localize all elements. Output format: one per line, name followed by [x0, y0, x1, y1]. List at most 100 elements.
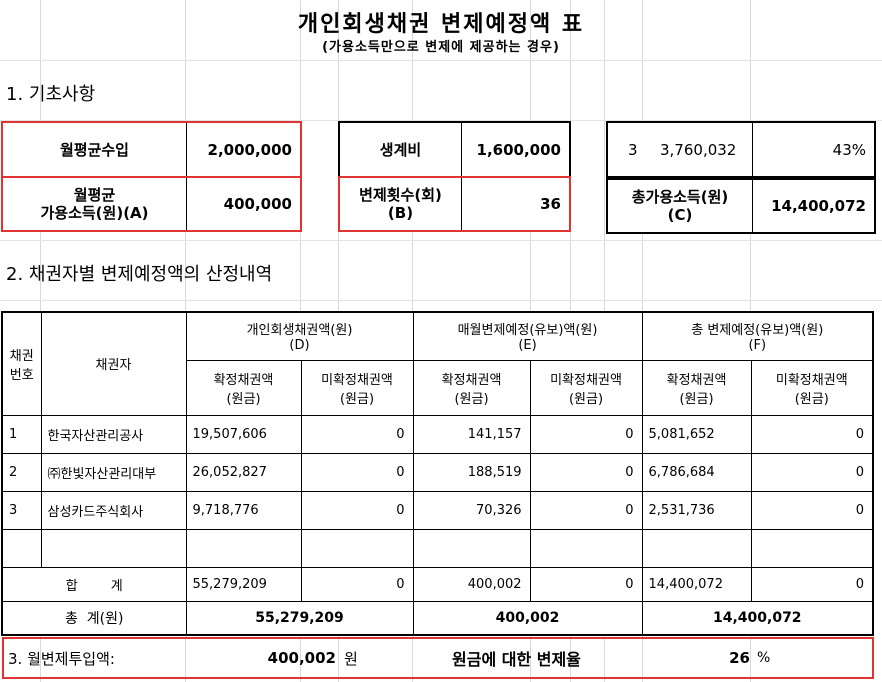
installments-value[interactable]: 36 — [540, 195, 561, 213]
sub-header-line2: (원금) — [339, 391, 375, 407]
table-row: 2 ㈜한빛자산관리대부 26,052,827 0 188,519 0 6,786… — [1, 452, 874, 492]
row-d-unconfirmed[interactable]: 0 — [300, 490, 414, 530]
sub-header-line2: (원금) — [568, 391, 604, 407]
page-subtitle: (가용소득만으로 변제에 제공하는 경우) — [322, 40, 560, 55]
row-creditor[interactable]: 삼성카드주식회사 — [40, 490, 187, 530]
row-d-confirmed[interactable]: 9,718,776 — [185, 490, 302, 530]
row-f-confirmed[interactable]: 6,786,684 — [641, 452, 752, 492]
installments-label-line1: 변제횟수(회) — [359, 186, 442, 204]
row-number: 3 — [1, 490, 42, 530]
row-e-confirmed[interactable]: 188,519 — [412, 452, 531, 492]
row-f-unconfirmed[interactable]: 0 — [750, 490, 874, 530]
empty-cell[interactable] — [40, 528, 187, 568]
row-d-confirmed[interactable]: 19,507,606 — [185, 414, 302, 454]
group-header-e-line1: 매월변제예정(유보)액(원) — [457, 323, 598, 339]
row-number: 2 — [1, 452, 42, 492]
col-header-number-line2: 번호 — [9, 367, 34, 383]
row-e-unconfirmed[interactable]: 0 — [529, 452, 643, 492]
empty-cell[interactable] — [1, 528, 42, 568]
sub-header-line1: 미확정채권액 — [550, 372, 622, 388]
col-header-number: 채권 번호 — [1, 311, 42, 416]
sub-header-line2: (원금) — [679, 391, 714, 407]
group-header-e-line2: (E) — [518, 338, 537, 354]
summary-small-num: 3 — [628, 140, 638, 159]
empty-cell[interactable] — [529, 528, 643, 568]
sum-e-unconfirmed: 0 — [529, 566, 643, 602]
table-row: 1 한국자산관리공사 19,507,606 0 141,157 0 5,081,… — [1, 414, 874, 454]
row-e-unconfirmed[interactable]: 0 — [529, 414, 643, 454]
total-avail-box: 총가용소득(원) (C) 14,400,072 — [606, 178, 876, 234]
row-e-unconfirmed[interactable]: 0 — [529, 490, 643, 530]
sum-d-confirmed: 55,279,209 — [185, 566, 302, 602]
monthly-payment-footer: 3. 월변제투입액: 400,002 원 원금에 대한 변제율 26 % — [2, 637, 874, 679]
living-cost-box: 생계비 1,600,000 — [338, 121, 571, 178]
row-creditor[interactable]: ㈜한빛자산관리대부 — [40, 452, 187, 492]
total-d: 55,279,209 — [185, 600, 414, 636]
col-header-number-line1: 채권 — [9, 348, 34, 364]
total-e: 400,002 — [412, 600, 643, 636]
summary-box: 3 3,760,032 43% — [606, 121, 876, 178]
empty-cell[interactable] — [641, 528, 752, 568]
empty-cell[interactable] — [412, 528, 531, 568]
group-header-e: 매월변제예정(유보)액(원) (E) — [412, 311, 643, 361]
installments-box: 변제횟수(회) (B) 36 — [338, 176, 571, 232]
row-f-unconfirmed[interactable]: 0 — [750, 452, 874, 492]
monthly-payment-amount[interactable]: 400,002 — [267, 649, 336, 667]
total-avail-label: 총가용소득(원) (C) — [608, 180, 752, 232]
row-e-confirmed[interactable]: 70,326 — [412, 490, 531, 530]
empty-cell[interactable] — [300, 528, 414, 568]
avail-income-value[interactable]: 400,000 — [223, 195, 292, 213]
empty-cell[interactable] — [185, 528, 302, 568]
installments-label: 변제횟수(회) (B) — [340, 178, 461, 230]
group-header-f-line1: 총 변제예정(유보)액(원) — [691, 323, 824, 339]
sum-e-confirmed: 400,002 — [412, 566, 531, 602]
living-cost-label: 생계비 — [379, 141, 422, 159]
sub-header-line2: (원금) — [454, 391, 489, 407]
group-header-f: 총 변제예정(유보)액(원) (F) — [641, 311, 874, 361]
sum-label: 합 계 — [1, 566, 187, 602]
summary-small-amount: 3,760,032 — [660, 140, 737, 159]
summary-percent: 43% — [832, 140, 866, 159]
row-f-confirmed[interactable]: 5,081,652 — [641, 414, 752, 454]
sub-header-line1: 확정채권액 — [441, 372, 502, 388]
repayment-ratio-value[interactable]: 26 — [729, 649, 750, 667]
sub-header-line1: 확정채권액 — [213, 372, 274, 388]
monthly-income-value[interactable]: 2,000,000 — [207, 140, 292, 159]
total-f: 14,400,072 — [641, 600, 874, 636]
empty-cell[interactable] — [750, 528, 874, 568]
sub-header-line1: 미확정채권액 — [321, 372, 393, 388]
monthly-income-label: 월평균수입 — [59, 141, 129, 159]
section-basics-heading: 1. 기초사항 — [6, 84, 96, 105]
row-d-unconfirmed[interactable]: 0 — [300, 452, 414, 492]
table-row: 3 삼성카드주식회사 9,718,776 0 70,326 0 2,531,73… — [1, 490, 874, 530]
sum-f-confirmed: 14,400,072 — [641, 566, 752, 602]
monthly-payment-unit: 원 — [344, 649, 358, 668]
row-f-unconfirmed[interactable]: 0 — [750, 414, 874, 454]
col-header-creditor: 채권자 — [40, 311, 187, 416]
repayment-ratio-label: 원금에 대한 변제율 — [452, 650, 581, 669]
living-cost-value[interactable]: 1,600,000 — [476, 140, 561, 159]
row-d-unconfirmed[interactable]: 0 — [300, 414, 414, 454]
page-title: 개인회생채권 변제예정액 표 — [297, 12, 585, 37]
repayment-ratio-unit: % — [757, 650, 771, 666]
sub-header-f-unconfirmed: 미확정채권액 (원금) — [750, 359, 874, 416]
sub-header-d-confirmed: 확정채권액 (원금) — [185, 359, 302, 416]
sum-f-unconfirmed: 0 — [750, 566, 874, 602]
creditor-table: 채권 번호 채권자 개인회생채권액(원) (D) 매월변제예정(유보)액(원) … — [1, 311, 875, 636]
group-header-d: 개인회생채권액(원) (D) — [185, 311, 414, 361]
group-header-d-line2: (D) — [289, 338, 310, 354]
row-e-confirmed[interactable]: 141,157 — [412, 414, 531, 454]
income-box: 월평균수입 2,000,000 월평균 가용소득(원)(A) 400,000 — [1, 121, 302, 232]
row-f-confirmed[interactable]: 2,531,736 — [641, 490, 752, 530]
row-creditor[interactable]: 한국자산관리공사 — [40, 414, 187, 454]
monthly-payment-label: 3. 월변제투입액: — [8, 649, 115, 668]
total-label: 총 계(원) — [1, 600, 187, 636]
sum-row: 합 계 55,279,209 0 400,002 0 14,400,072 0 — [1, 566, 874, 602]
total-row: 총 계(원) 55,279,209 400,002 14,400,072 — [1, 600, 874, 636]
group-header-d-line1: 개인회생채권액(원) — [246, 323, 353, 339]
total-avail-value[interactable]: 14,400,072 — [771, 197, 866, 215]
section-creditor-heading: 2. 채권자별 변제예정액의 산정내역 — [6, 264, 273, 285]
sub-header-f-confirmed: 확정채권액 (원금) — [641, 359, 752, 416]
row-d-confirmed[interactable]: 26,052,827 — [185, 452, 302, 492]
sub-header-e-confirmed: 확정채권액 (원금) — [412, 359, 531, 416]
